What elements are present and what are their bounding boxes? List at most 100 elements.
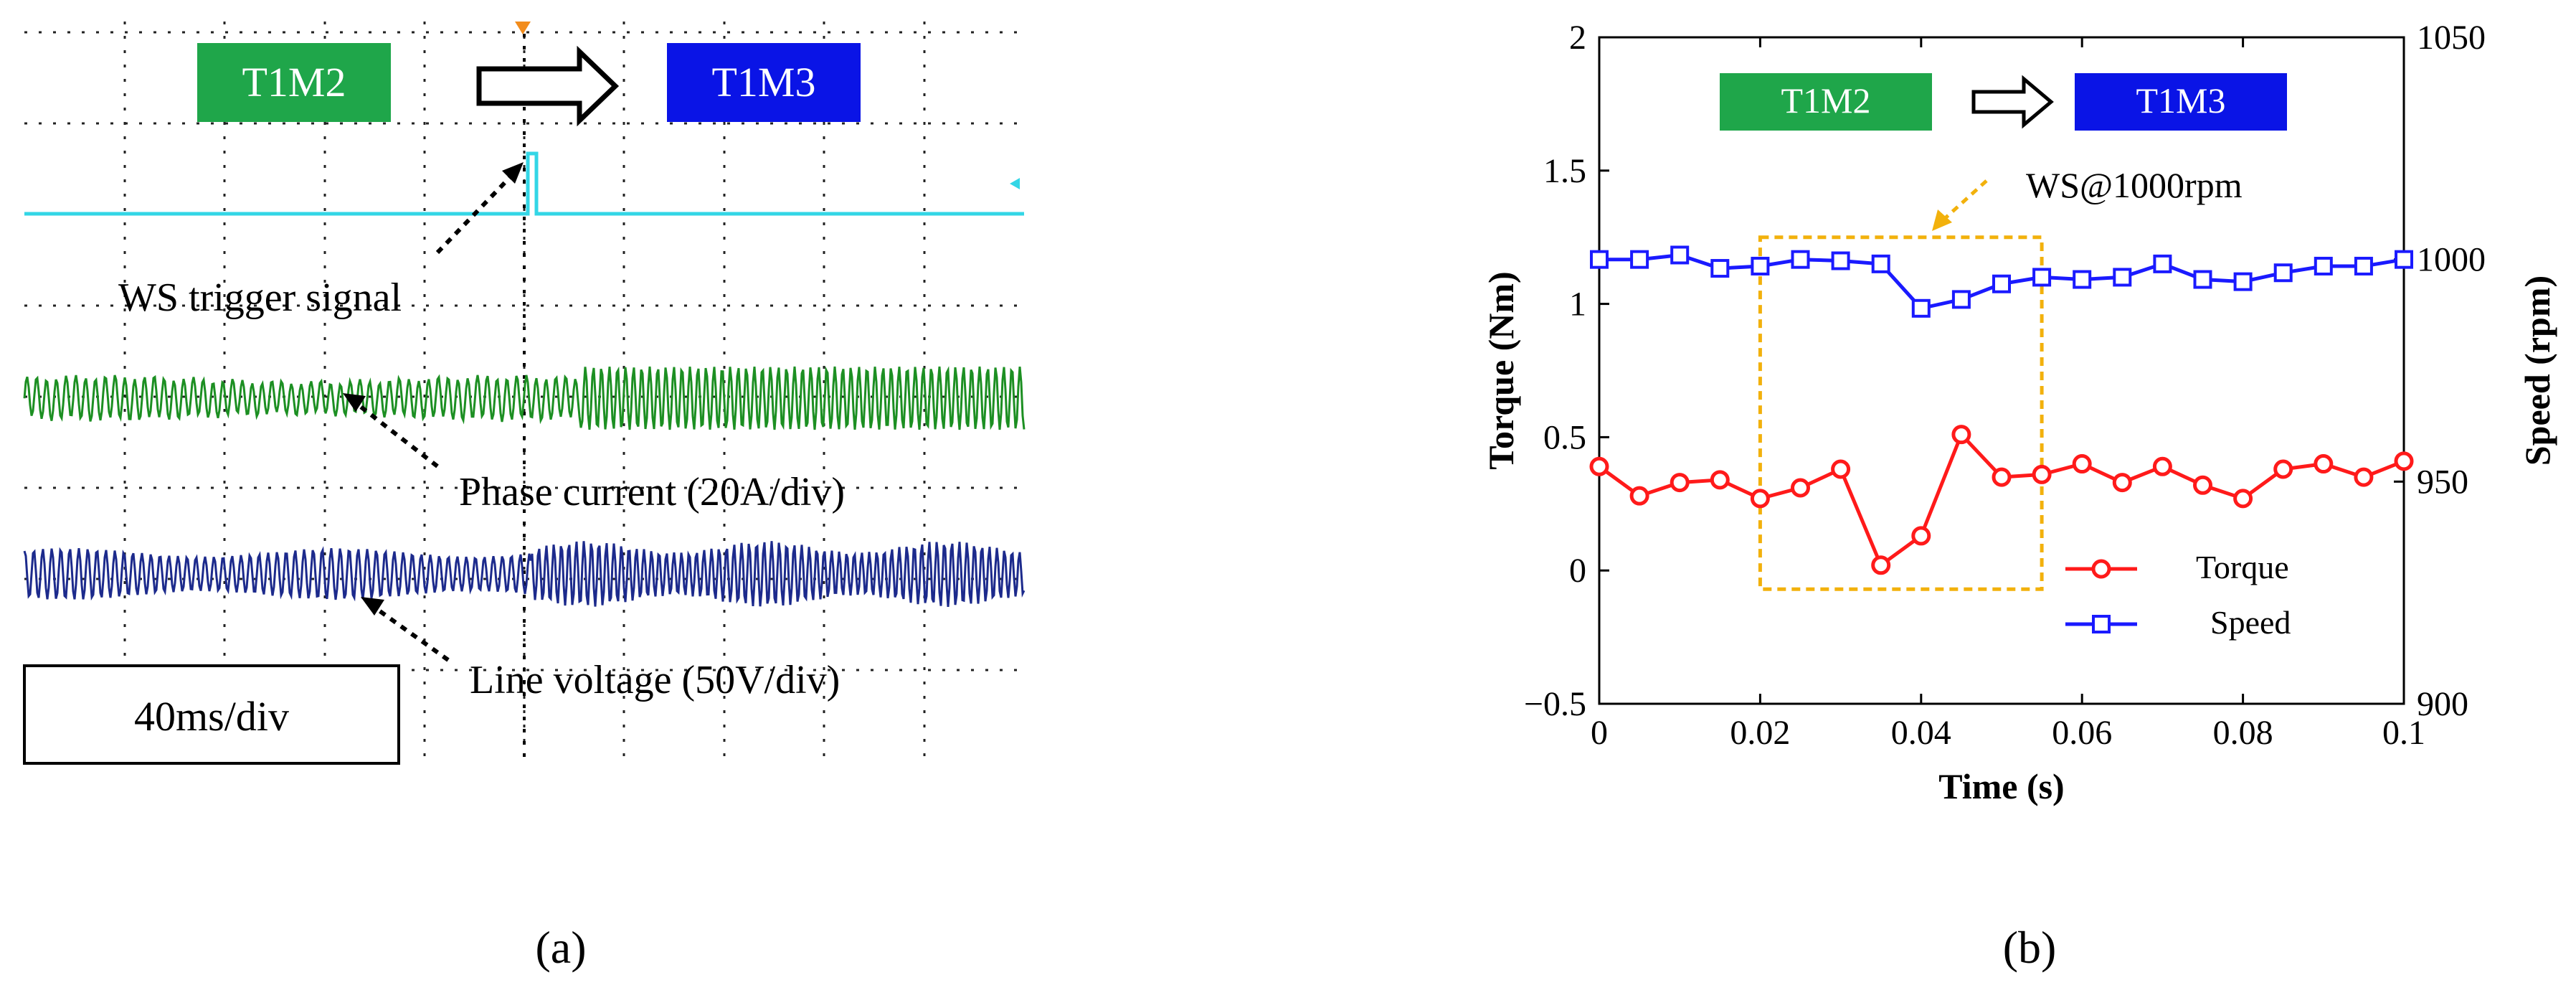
y-tick-label: 2 xyxy=(1569,19,1586,57)
legend-torque-marker xyxy=(2091,559,2111,579)
y2-axis-label: Speed (rpm) xyxy=(2517,275,2557,466)
torque-point xyxy=(1791,478,1810,498)
y2-tick-label: 950 xyxy=(2417,463,2468,501)
plot-panel: 0 0.02 0.04 0.06 0.08 0.1−0.500.511.529009501… xyxy=(1481,19,2557,973)
torque-point xyxy=(1951,425,1971,445)
torque-point xyxy=(2193,475,2212,495)
torque-point xyxy=(1750,489,1770,509)
trigger-signal-trace xyxy=(24,151,1024,216)
scope-level-marker-icon xyxy=(1010,178,1020,189)
legend-torque-label: Torque xyxy=(2196,549,2289,585)
torque-point xyxy=(2233,489,2253,509)
panel-b-caption: (b) xyxy=(2003,922,2057,973)
y-axis-label: Torque (Nm) xyxy=(1481,271,1521,469)
speed-point xyxy=(1911,298,1931,318)
x-tick-label: 0.02 xyxy=(1730,714,1790,752)
speed-point xyxy=(1992,274,2011,293)
plot-axes: 0 0.02 0.04 0.06 0.08 0.1−0.500.511.529009501… xyxy=(1481,19,2557,806)
torque-point xyxy=(1831,459,1851,479)
annotation-pointer xyxy=(1941,179,1988,222)
speed-point xyxy=(1831,251,1850,270)
speed-point xyxy=(2354,256,2373,275)
speed-point xyxy=(2193,270,2212,289)
torque-point xyxy=(1629,486,1649,506)
speed-point xyxy=(1590,250,1609,269)
scope-mode-to-box xyxy=(667,43,861,122)
voltage-pointer xyxy=(371,604,450,662)
torque-point xyxy=(2354,467,2374,487)
panel-a-caption: (a) xyxy=(535,922,586,973)
speed-point xyxy=(2273,263,2293,283)
plot-mode-from-label: T1M2 xyxy=(1781,80,1871,121)
plot-series xyxy=(1589,245,2414,575)
legend-speed-marker xyxy=(2092,615,2111,633)
plot-mode-from-box xyxy=(1720,73,1932,131)
voltage-arrowhead-icon xyxy=(361,597,384,616)
torque-point xyxy=(1710,470,1730,490)
torque-point xyxy=(1670,473,1690,493)
speed-point xyxy=(2153,254,2172,273)
timebase-label: 40ms/div xyxy=(134,693,289,740)
torque-point xyxy=(2314,454,2334,474)
speed-point xyxy=(2395,250,2413,269)
speed-point xyxy=(1951,290,1971,309)
speed-point xyxy=(1871,254,1890,273)
speed-point xyxy=(1670,245,1690,265)
torque-point xyxy=(2394,451,2414,471)
x-tick-label: 0.08 xyxy=(2213,714,2273,752)
x-axis-label: Time (s) xyxy=(1938,766,2064,806)
torque-point xyxy=(2032,464,2052,484)
highlight-box xyxy=(1758,235,2044,591)
line-voltage-trace xyxy=(23,541,1026,608)
phase-current-trace xyxy=(23,366,1026,430)
scope-panel: T1M2 T1M3 WS trigger signal Phase curren… xyxy=(23,22,1026,973)
x-tick-label: 0.04 xyxy=(1891,714,1951,752)
trigger-arrowhead-icon xyxy=(502,162,524,184)
torque-line xyxy=(1598,431,2405,568)
scope-mode-to-label: T1M3 xyxy=(712,59,816,105)
legend-speed-label: Speed xyxy=(2210,604,2291,641)
torque-point xyxy=(1871,555,1891,575)
y-tick-label: 1 xyxy=(1569,286,1586,324)
voltage-label: Line voltage (50V/div) xyxy=(470,658,840,702)
torque-point xyxy=(1992,467,2012,487)
scope-mode-from-box xyxy=(197,43,391,122)
x-tick-label: 0 xyxy=(1591,714,1608,752)
speed-point xyxy=(1630,250,1649,269)
y2-tick-label: 1000 xyxy=(2417,241,2486,279)
legend: Torque Speed xyxy=(2065,549,2291,641)
y2-tick-label: 1050 xyxy=(2417,19,2486,57)
y2-tick-label: 900 xyxy=(2417,685,2468,723)
speed-point xyxy=(2073,270,2092,289)
scope-mode-from-label: T1M2 xyxy=(242,59,346,105)
trigger-label: WS trigger signal xyxy=(118,275,402,320)
torque-point xyxy=(2072,454,2092,474)
x-tick-label: 0.1 xyxy=(2382,714,2425,752)
speed-point xyxy=(2233,272,2253,291)
y-tick-label: 0 xyxy=(1569,552,1586,590)
torque-point xyxy=(2152,456,2172,476)
plot-transition-arrow xyxy=(1971,75,2054,129)
speed-point xyxy=(2113,268,2132,287)
y-tick-label: −0.5 xyxy=(1524,685,1586,723)
torque-point xyxy=(2273,459,2293,479)
y-tick-label: 1.5 xyxy=(1543,152,1586,190)
scope-transition-arrow xyxy=(476,45,620,127)
trigger-pointer xyxy=(435,170,517,255)
torque-point xyxy=(2112,473,2132,493)
plot-mode-to-label: T1M3 xyxy=(2136,80,2226,121)
current-label: Phase current (20A/div) xyxy=(459,470,845,514)
speed-point xyxy=(2032,268,2052,287)
y-tick-label: 0.5 xyxy=(1543,418,1586,456)
current-pointer xyxy=(353,400,439,468)
plot-frame xyxy=(1598,36,2405,705)
annotation-arrowhead-icon xyxy=(1932,209,1952,231)
annotation-label: WS@1000rpm xyxy=(2026,165,2243,205)
scope-trigger-marker-icon xyxy=(515,22,531,34)
plot-mode-to-box xyxy=(2075,73,2287,131)
timebase-box xyxy=(23,664,400,765)
speed-point xyxy=(2314,256,2333,275)
speed-point xyxy=(1710,259,1730,278)
current-arrowhead-icon xyxy=(343,393,366,412)
